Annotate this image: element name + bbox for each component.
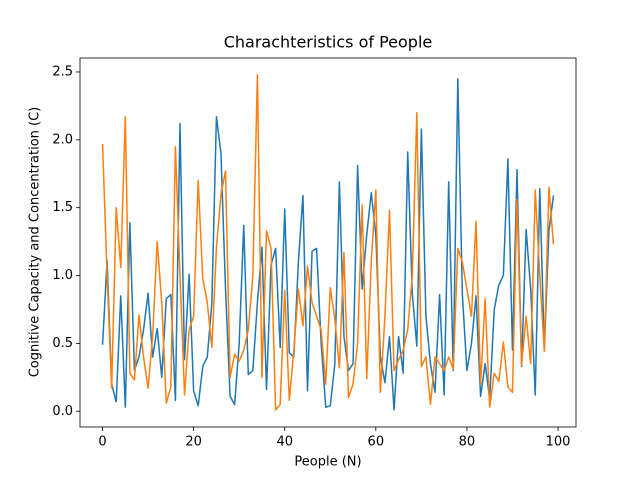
plot-frame xyxy=(79,57,577,428)
y-tick-label: 0.5 xyxy=(52,336,73,351)
data-line xyxy=(101,73,555,411)
y-tick-label: 1.0 xyxy=(52,268,73,283)
x-tick-label: 40 xyxy=(276,435,293,450)
chart-title: Charachteristics of People xyxy=(224,33,433,52)
x-tick-label: 80 xyxy=(459,435,476,450)
x-tick-label: 60 xyxy=(368,435,385,450)
y-tick-label: 1.5 xyxy=(52,200,73,215)
y-tick-label: 2.0 xyxy=(52,132,73,147)
x-tick-label: 100 xyxy=(546,435,571,450)
x-tick-label: 0 xyxy=(98,435,106,450)
y-tick-label: 0.0 xyxy=(52,404,73,419)
y-axis-label: Cognitive Capacity and Concentration (C) xyxy=(28,107,43,378)
x-tick-label: 20 xyxy=(185,435,202,450)
y-tick-label: 2.5 xyxy=(52,64,73,79)
data-line xyxy=(101,78,555,411)
x-axis-label: People (N) xyxy=(294,455,361,470)
